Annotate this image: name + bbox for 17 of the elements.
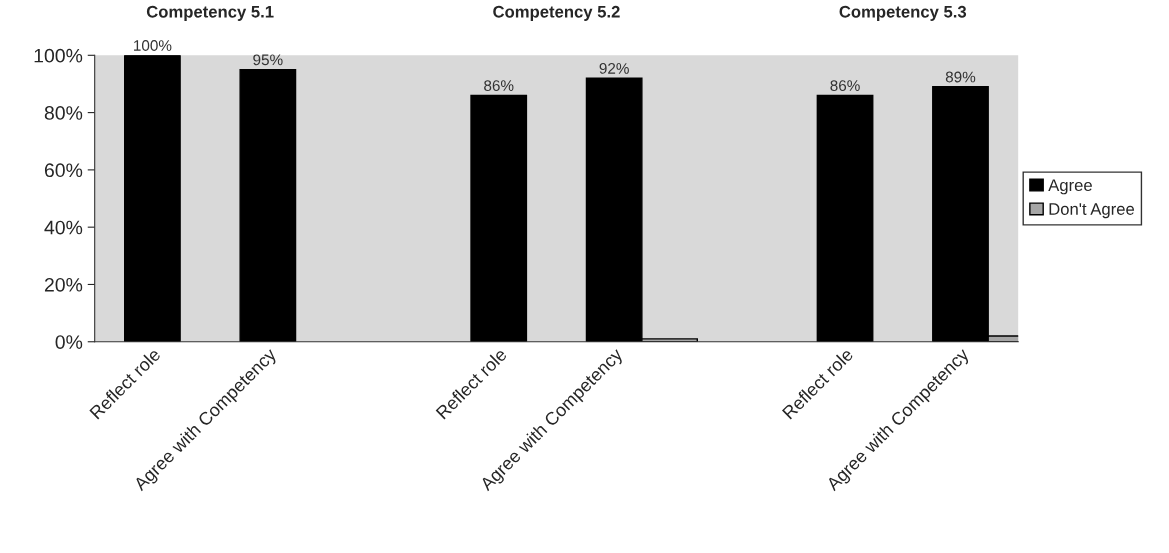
y-tick-label: 0% [55, 335, 83, 349]
data-label: 86% [830, 80, 860, 91]
y-tick-label: 40% [44, 220, 83, 235]
y-tick-label: 60% [44, 163, 83, 178]
text: Competency 5.3 [839, 5, 967, 21]
y-tick-label: 100% [34, 48, 83, 63]
legend-label: Don't Agree [1049, 203, 1135, 219]
legend-label: Agree [1048, 179, 1092, 195]
data-label: 100% [134, 40, 172, 51]
text: Competency 5.2 [493, 5, 620, 21]
y-tick-label: 20% [44, 277, 83, 292]
text: Competency 5.1 [146, 5, 274, 21]
data-label: 89% [945, 71, 976, 83]
data-label: 92% [599, 62, 629, 74]
y-tick-label: 80% [44, 106, 83, 120]
data-label: 95% [253, 54, 283, 66]
data-label: 86% [484, 80, 514, 91]
